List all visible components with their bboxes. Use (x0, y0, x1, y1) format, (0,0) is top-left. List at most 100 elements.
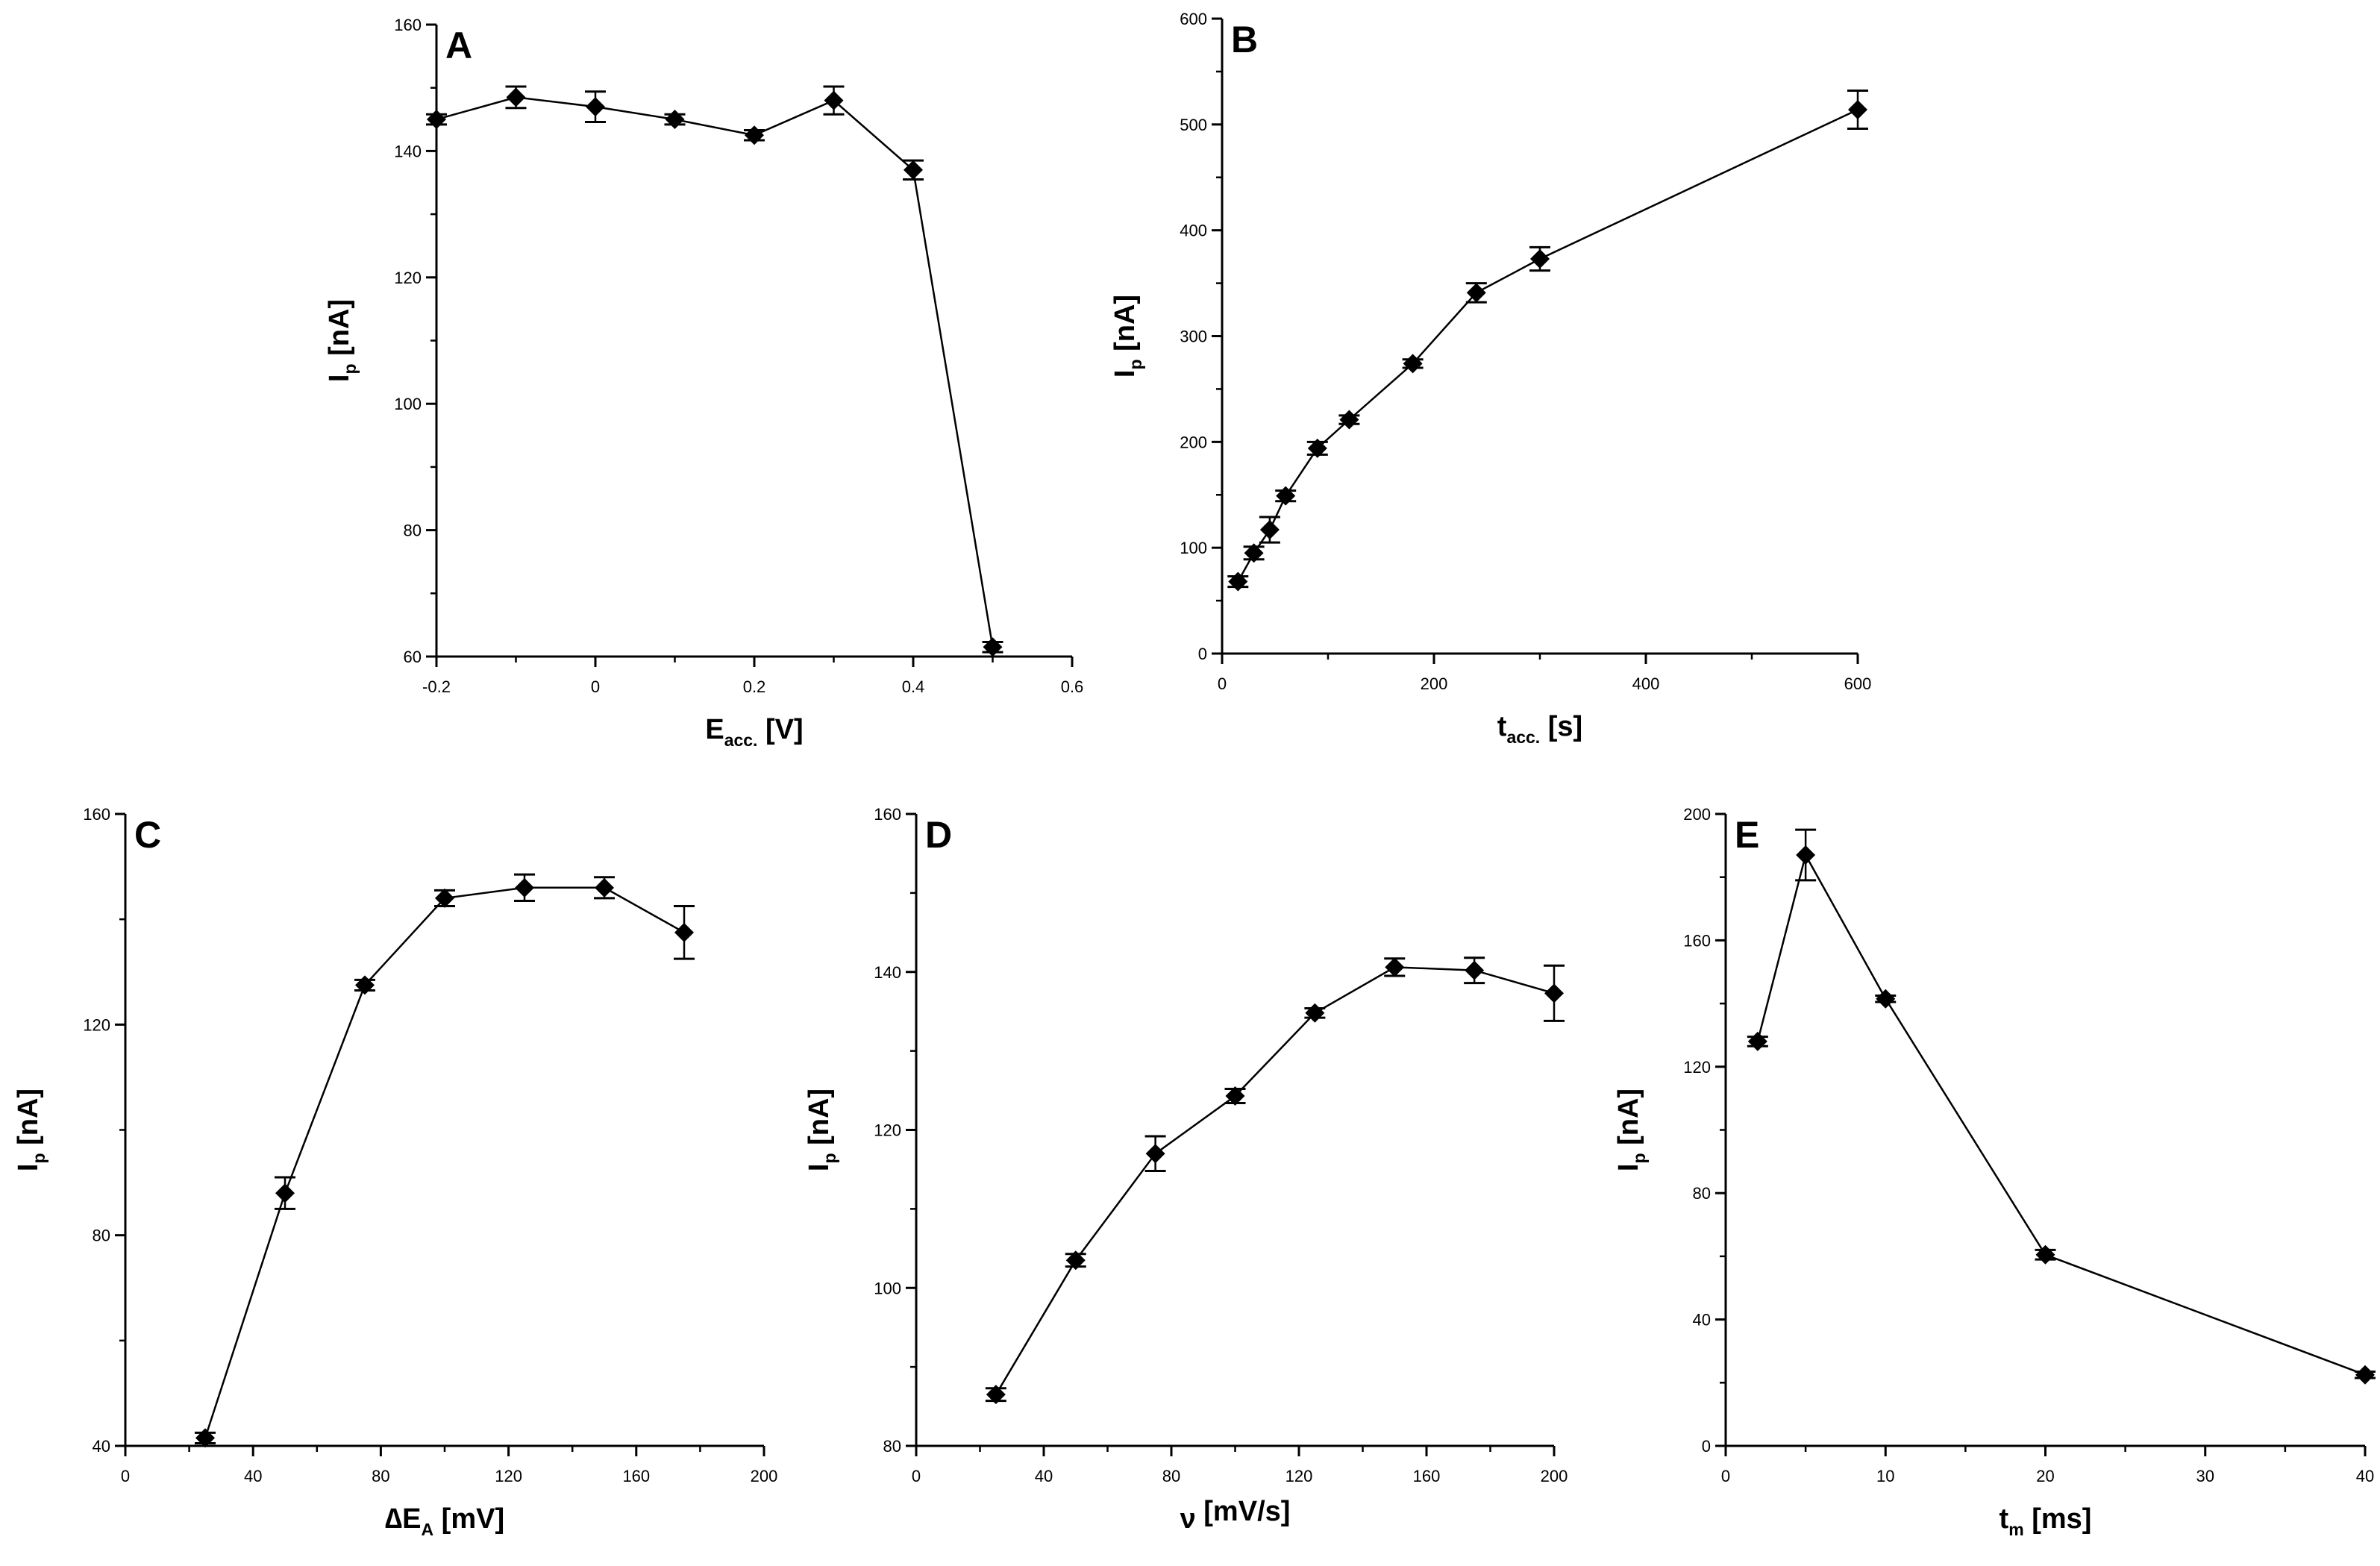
x-axis-title: tm [ms] (1999, 1503, 2092, 1539)
data-point (435, 888, 454, 908)
y-tick-label: 200 (1683, 805, 1711, 824)
data-point (665, 110, 685, 130)
y-title-main: I (804, 1164, 835, 1172)
x-title-main: ν (1180, 1503, 1196, 1535)
data-point (595, 877, 614, 898)
x-tick-label: 40 (244, 1467, 262, 1485)
x-tick-label: 30 (2196, 1467, 2214, 1485)
chart-panel-c: 0 40 80 120 160 200 40 80 120 160 C ∆EA [mV] Ip [nA] (13, 805, 777, 1539)
data-point (1259, 520, 1280, 540)
data-point (1225, 1086, 1245, 1106)
x-tick-label: 200 (1421, 674, 1448, 693)
y-tick-label: 100 (394, 395, 422, 413)
data-point (983, 637, 1003, 657)
y-title-sub: p (29, 1153, 48, 1163)
x-title-main: t (1999, 1503, 2009, 1535)
y-tick-label: 600 (1180, 10, 1207, 28)
data-point (515, 877, 534, 898)
data-point (674, 922, 694, 942)
x-axis-title: tacc. [s] (1497, 711, 1582, 747)
data-point (427, 110, 446, 130)
data-point (2035, 1244, 2055, 1265)
data-point (986, 1385, 1006, 1405)
y-tick-label: 300 (1180, 328, 1207, 346)
data-point (1848, 99, 1867, 119)
y-title-sub: p (340, 363, 360, 374)
x-title-prefix: ∆ (385, 1503, 402, 1535)
y-title-unit: [nA] (1613, 1089, 1644, 1153)
series-line (995, 966, 1555, 1395)
y-tick-label: 160 (874, 805, 901, 824)
x-tick-label: 160 (1413, 1467, 1441, 1485)
y-tick-label: 80 (93, 1227, 110, 1245)
y-title-sub: p (820, 1153, 839, 1163)
x-axis-title: Eacc. [V] (705, 714, 803, 750)
y-axis-title: Ip [nA] (1109, 295, 1145, 378)
x-tick-label: 200 (751, 1467, 778, 1485)
x-tick-label: 20 (2036, 1467, 2054, 1485)
y-tick-label: 80 (1693, 1184, 1711, 1203)
data-point (275, 1183, 295, 1203)
data-point (1465, 960, 1485, 980)
y-title-unit: [nA] (804, 1089, 835, 1153)
series-line (1756, 852, 2366, 1376)
x-tick-label: 0 (1721, 1467, 1730, 1485)
x-axis-title: ∆EA [mV] (385, 1503, 504, 1539)
y-tick-label: 120 (394, 269, 422, 287)
data-point (195, 1428, 215, 1448)
data-point (1339, 410, 1359, 430)
y-title-unit: [nA] (13, 1089, 44, 1153)
x-axis-title: ν [mV/s] (1180, 1496, 1291, 1535)
data-point (1544, 983, 1564, 1003)
y-tick-label: 80 (883, 1437, 901, 1456)
x-tick-label: 10 (1876, 1467, 1894, 1485)
y-tick-label: 120 (874, 1121, 901, 1140)
data-point (1145, 1144, 1165, 1164)
x-tick-label: -0.2 (422, 677, 451, 696)
x-tick-label: 0 (591, 677, 600, 696)
x-tick-label: 80 (372, 1467, 389, 1485)
x-tick-label: 120 (1285, 1467, 1313, 1485)
data-point (1244, 543, 1264, 563)
data-point (355, 975, 375, 995)
x-tick-label: 0 (121, 1467, 130, 1485)
y-axis-title: Ip [nA] (1613, 1089, 1649, 1171)
x-tick-label: 0.2 (743, 677, 766, 696)
x-title-unit: [mV/s] (1196, 1496, 1291, 1527)
y-tick-label: 40 (93, 1437, 110, 1456)
x-title-main: t (1497, 711, 1507, 742)
panel-letter: A (445, 25, 472, 66)
y-tick-label: 0 (1702, 1437, 1711, 1456)
data-point (745, 125, 764, 145)
data-point (824, 90, 844, 110)
x-tick-label: 0.6 (1061, 677, 1084, 696)
data-point (1876, 989, 1896, 1009)
y-axis-title: Ip [nA] (13, 1089, 48, 1171)
y-axis-title: Ip [nA] (324, 299, 360, 382)
y-title-main: I (324, 375, 355, 383)
y-title-sub: p (1629, 1153, 1649, 1163)
x-tick-label: 200 (1541, 1467, 1568, 1485)
x-title-unit: [mV] (433, 1503, 504, 1535)
y-tick-label: 140 (874, 963, 901, 982)
data-point (1403, 354, 1423, 374)
x-title-unit: [s] (1540, 711, 1582, 742)
y-tick-label: 0 (1198, 645, 1207, 663)
y-tick-label: 120 (83, 1015, 110, 1034)
data-point (1065, 1250, 1086, 1271)
y-tick-label: 500 (1180, 116, 1207, 134)
x-tick-label: 600 (1844, 674, 1872, 693)
y-title-sub: p (1126, 359, 1145, 369)
x-tick-label: 120 (495, 1467, 522, 1485)
data-point (506, 87, 526, 107)
y-tick-label: 120 (1683, 1058, 1711, 1077)
y-tick-label: 200 (1180, 433, 1207, 451)
y-tick-label: 40 (1693, 1311, 1711, 1329)
chart-panel-a: -0.2 0 0.2 0.4 0.6 60 80 100 120 140 160 A Eacc. [V]… (324, 16, 1083, 750)
panel-letter: D (925, 814, 952, 856)
x-tick-label: 80 (1162, 1467, 1180, 1485)
y-tick-label: 160 (394, 16, 422, 34)
y-title-unit: [nA] (324, 299, 355, 364)
x-tick-label: 40 (2356, 1467, 2374, 1485)
